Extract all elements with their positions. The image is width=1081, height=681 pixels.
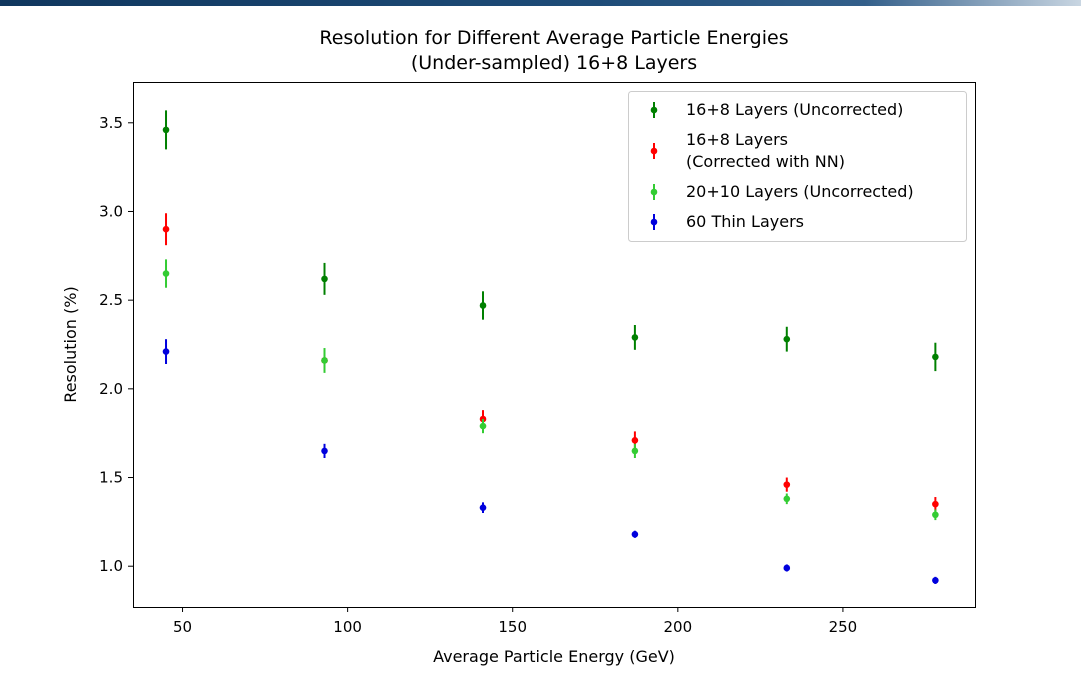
x-axis: 50 100 150 200 250 [173,607,857,636]
legend-item: 16+8 Layers (Corrected with NN) [650,130,845,171]
data-point [783,335,791,343]
x-tick-label: 100 [333,618,362,636]
legend-marker [650,218,658,226]
legend-marker [650,147,658,155]
x-tick-label: 250 [829,618,858,636]
data-point [321,447,328,455]
y-tick-label: 3.0 [99,202,123,220]
legend-label: 16+8 Layers (Uncorrected) [686,100,903,119]
legend-label: 60 Thin Layers [686,212,804,231]
series-4 [162,339,939,584]
y-tick-label: 1.0 [99,557,123,575]
plot-area [133,82,976,608]
data-point [479,302,487,309]
data-point [932,511,939,519]
series-1 [162,110,939,372]
data-series [162,110,939,584]
y-tick-label: 3.5 [99,114,123,132]
data-point [932,577,939,584]
data-point [631,530,639,538]
data-point [932,353,939,361]
x-axis-label: Average Particle Energy (GeV) [433,647,675,666]
data-point [783,481,791,488]
legend-item: 16+8 Layers (Uncorrected) [650,100,903,119]
data-point [783,564,791,572]
legend-label: (Corrected with NN) [686,152,845,171]
chart-title-line: Resolution for Different Average Particl… [319,27,788,49]
legend-marker [650,188,658,196]
data-point [162,225,170,233]
y-tick-label: 2.0 [99,380,123,398]
x-tick-label: 50 [173,618,192,636]
data-point [631,436,639,444]
data-point [631,447,639,455]
legend-box [628,91,967,242]
data-point [932,500,939,508]
legend-marker [650,106,658,114]
legend: 16+8 Layers (Uncorrected) 16+8 Layers (Cor… [628,91,967,242]
data-point [783,495,791,503]
chart-title-line: (Under-sampled) 16+8 Layers [411,52,697,74]
data-point [479,422,487,430]
data-point [631,334,639,341]
top-accent-bar [0,0,1081,6]
series-3 [162,259,939,521]
y-axis-label: Resolution (%) [61,286,80,402]
legend-label: 20+10 Layers (Uncorrected) [686,182,914,201]
data-point [162,348,170,355]
data-point [479,504,487,511]
y-axis: 1.0 1.5 2.0 2.5 3.0 3.5 [99,114,133,575]
y-tick-label: 1.5 [99,469,123,487]
legend-item: 60 Thin Layers [650,212,804,231]
chart-title: Resolution for Different Average Particl… [319,27,788,74]
y-tick-label: 2.5 [99,291,123,309]
data-point [162,126,170,134]
data-point [321,275,328,283]
legend-label: 16+8 Layers [686,130,788,149]
x-tick-label: 200 [664,618,693,636]
series-2 [162,213,939,512]
x-tick-label: 150 [498,618,527,636]
data-point [321,357,328,364]
legend-item: 20+10 Layers (Uncorrected) [650,182,914,201]
data-point [162,270,170,277]
